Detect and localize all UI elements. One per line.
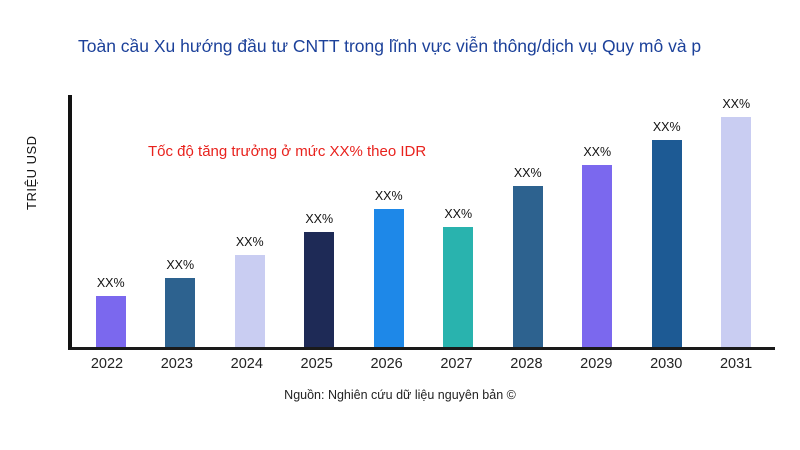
bar-group-2027: XX%: [424, 207, 494, 347]
x-tick-2028: 2028: [510, 356, 543, 372]
bar-group-2031: XX%: [702, 97, 772, 347]
x-tick-2029: 2029: [580, 356, 613, 372]
bar-group-2022: XX%: [76, 276, 146, 347]
chart-title: Toàn cầu Xu hướng đầu tư CNTT trong lĩnh…: [78, 36, 702, 56]
bar-value-label: XX%: [96, 276, 125, 290]
bar-2023: [165, 278, 196, 347]
bar-2030: [651, 140, 682, 347]
x-tick-2025: 2025: [300, 356, 333, 372]
x-axis-ticks: 2022 2023 2024 2025 2026 2027 2028 2029 2030 2031: [68, 356, 775, 372]
x-tick-2024: 2024: [230, 356, 263, 372]
bar-value-label: XX%: [583, 145, 612, 159]
x-tick-2030: 2030: [650, 356, 683, 372]
y-axis-label: TRIỆU USD: [24, 135, 39, 210]
bar-value-label: XX%: [305, 212, 334, 226]
bar-value-label: XX%: [722, 97, 751, 111]
bar-2031: [721, 117, 752, 347]
x-tick-2022: 2022: [90, 356, 124, 372]
x-tick-2026: 2026: [370, 356, 403, 372]
bar-value-label: XX%: [166, 258, 195, 272]
source-note: Nguồn: Nghiên cứu dữ liệu nguyên bản ©: [284, 388, 516, 402]
bar-group-2030: XX%: [632, 120, 702, 347]
x-tick-2027: 2027: [440, 356, 473, 372]
bar-group-2029: XX%: [563, 145, 633, 347]
growth-rate-annotation: Tốc độ tăng trưởng ở mức XX% theo IDR: [148, 143, 427, 160]
bar-value-label: XX%: [652, 120, 681, 134]
bar-value-label: XX%: [374, 189, 403, 203]
bar-2028: [512, 186, 543, 347]
bar-group-2026: XX%: [354, 189, 424, 347]
bar-group-2028: XX%: [493, 166, 563, 347]
bar-value-label: XX%: [513, 166, 542, 180]
bar-value-label: XX%: [235, 235, 264, 249]
x-tick-2031: 2031: [719, 356, 753, 372]
bar-value-label: XX%: [444, 207, 473, 221]
bar-group-2024: XX%: [215, 235, 285, 347]
bar-group-2023: XX%: [146, 258, 216, 347]
bar-2022: [95, 296, 126, 347]
bar-2024: [234, 255, 265, 347]
bar-group-2025: XX%: [285, 212, 355, 347]
x-tick-2023: 2023: [160, 356, 193, 372]
bar-2027: [443, 227, 474, 347]
bar-2025: [304, 232, 335, 347]
bar-2026: [373, 209, 404, 347]
bar-2029: [582, 165, 613, 347]
plot-area: XX% XX% XX% XX% XX% XX% XX% XX% XX% XX%: [68, 95, 775, 350]
bar-series: XX% XX% XX% XX% XX% XX% XX% XX% XX% XX%: [72, 95, 775, 347]
